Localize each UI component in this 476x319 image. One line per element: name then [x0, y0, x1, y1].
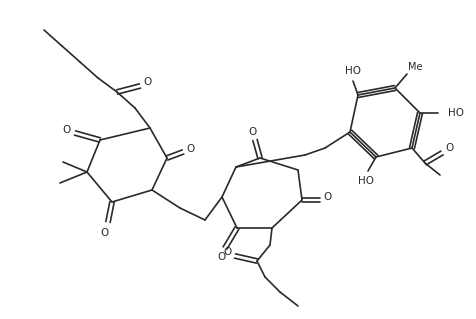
Text: Me: Me: [407, 62, 421, 72]
Text: O: O: [445, 143, 453, 153]
Text: O: O: [63, 125, 71, 135]
Text: O: O: [218, 252, 226, 262]
Text: O: O: [187, 144, 195, 154]
Text: HO: HO: [357, 176, 373, 186]
Text: O: O: [144, 77, 152, 87]
Text: HO: HO: [344, 66, 360, 76]
Text: O: O: [323, 192, 331, 202]
Text: HO: HO: [447, 108, 463, 118]
Text: O: O: [223, 247, 232, 257]
Text: O: O: [100, 228, 109, 238]
Text: O: O: [248, 127, 257, 137]
